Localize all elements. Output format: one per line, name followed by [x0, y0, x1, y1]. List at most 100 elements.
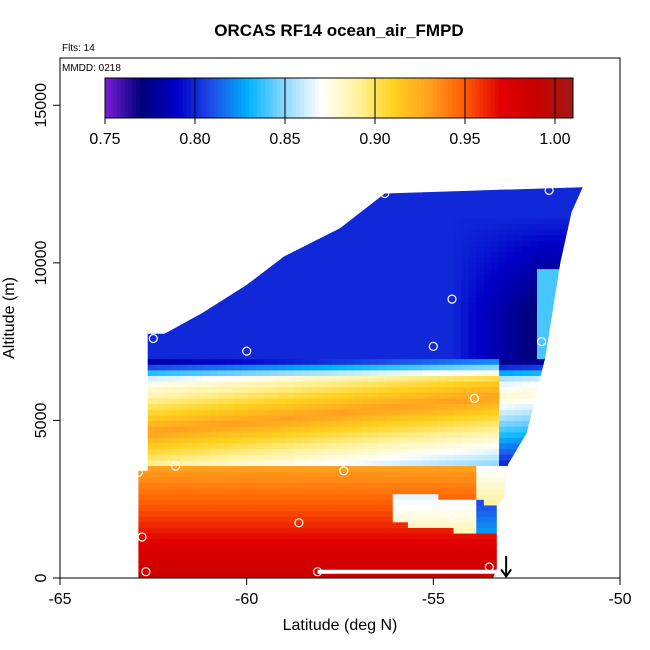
- heat-cell: [286, 223, 295, 230]
- heat-cell: [301, 510, 310, 517]
- heat-cell: [582, 200, 583, 208]
- colorbar-segment: [292, 78, 297, 118]
- heat-cell: [407, 330, 417, 337]
- heat-cell: [271, 274, 280, 281]
- heat-cell: [377, 313, 386, 320]
- heat-cell: [172, 555, 181, 562]
- heat-cell: [218, 549, 227, 557]
- heat-cell: [521, 234, 530, 241]
- heat-cell: [339, 482, 348, 489]
- heat-cell: [544, 544, 553, 551]
- heat-cell: [256, 347, 265, 354]
- heat-cell: [476, 245, 485, 253]
- heat-cell: [233, 504, 242, 512]
- heat-cell: [324, 223, 333, 230]
- heat-cell: [461, 189, 470, 196]
- heat-cell: [347, 431, 356, 438]
- heat-cell: [521, 538, 530, 545]
- heat-cell: [529, 200, 538, 208]
- heat-cell: [301, 189, 310, 196]
- heat-cell: [218, 459, 227, 467]
- heat-cell: [202, 229, 212, 236]
- heat-cell: [392, 189, 401, 196]
- colorbar-segment: [315, 78, 320, 118]
- heat-cell: [354, 352, 363, 360]
- heat-cell: [195, 465, 204, 472]
- heat-cell: [438, 381, 447, 388]
- heat-cell: [385, 465, 394, 472]
- heat-cell: [301, 240, 310, 247]
- heat-cell: [582, 465, 583, 472]
- heat-cell: [445, 279, 455, 286]
- heat-cell: [324, 538, 333, 545]
- heat-cell: [559, 521, 568, 528]
- heat-cell: [453, 409, 462, 416]
- heat-cell: [324, 403, 333, 410]
- heat-cell: [468, 499, 477, 506]
- heat-cell: [354, 538, 363, 545]
- heat-cell: [468, 369, 477, 376]
- heat-cell: [499, 459, 508, 467]
- heat-cell: [187, 426, 196, 433]
- heat-cell: [483, 397, 493, 405]
- heat-cell: [453, 532, 462, 540]
- heat-cell: [453, 251, 462, 258]
- heat-cell: [514, 516, 523, 523]
- heat-cell: [430, 437, 439, 444]
- heat-cell: [187, 307, 196, 315]
- heat-cell: [165, 566, 174, 573]
- heat-cell: [491, 549, 500, 557]
- heat-cell: [218, 240, 227, 247]
- heat-cell: [552, 358, 561, 365]
- heat-cell: [468, 431, 477, 438]
- heat-cell: [499, 189, 508, 196]
- heat-cell: [316, 274, 326, 281]
- heat-cell: [453, 381, 462, 388]
- heat-cell: [332, 268, 341, 275]
- heat-cell: [210, 251, 219, 258]
- heat-cell: [377, 330, 386, 337]
- heat-cell: [286, 290, 295, 298]
- heat-cell: [271, 465, 280, 472]
- heat-cell: [354, 442, 363, 450]
- heat-cell: [552, 330, 561, 337]
- heat-cell: [453, 375, 462, 382]
- colorbar-segment: [420, 78, 426, 118]
- heat-cell: [218, 274, 227, 281]
- heat-cell: [392, 375, 401, 382]
- heat-cell: [377, 251, 386, 258]
- heat-cell: [369, 516, 379, 523]
- heat-cell: [248, 442, 257, 450]
- heat-cell: [309, 347, 318, 354]
- heat-cell: [362, 426, 371, 433]
- heat-cell: [138, 549, 143, 557]
- heat-cell: [138, 459, 143, 467]
- heat-cell: [438, 487, 447, 495]
- heat-cell: [544, 516, 553, 523]
- colorbar-segment: [354, 78, 359, 118]
- heat-cell: [138, 409, 143, 416]
- heat-cell: [438, 448, 447, 455]
- heat-cell: [248, 510, 257, 517]
- heat-cell: [195, 532, 204, 540]
- heat-cell: [339, 336, 348, 343]
- heat-cell: [582, 482, 583, 489]
- heat-cell: [347, 364, 356, 371]
- heat-cell: [172, 561, 181, 568]
- heat-cell: [240, 471, 250, 478]
- heat-cell: [316, 313, 326, 320]
- heat-cell: [138, 240, 143, 247]
- heat-cell: [180, 544, 189, 551]
- heat-cell: [225, 358, 234, 365]
- heat-cell: [294, 544, 303, 551]
- heat-cell: [499, 471, 508, 478]
- heat-cell: [430, 257, 439, 264]
- heat-cell: [559, 257, 568, 264]
- sample-point: [171, 461, 181, 471]
- colorbar-segment: [257, 78, 262, 118]
- heat-cell: [271, 262, 280, 270]
- heat-cell: [149, 358, 159, 365]
- heat-cell: [138, 431, 143, 438]
- heat-cell: [195, 471, 204, 478]
- heat-cell: [506, 392, 515, 399]
